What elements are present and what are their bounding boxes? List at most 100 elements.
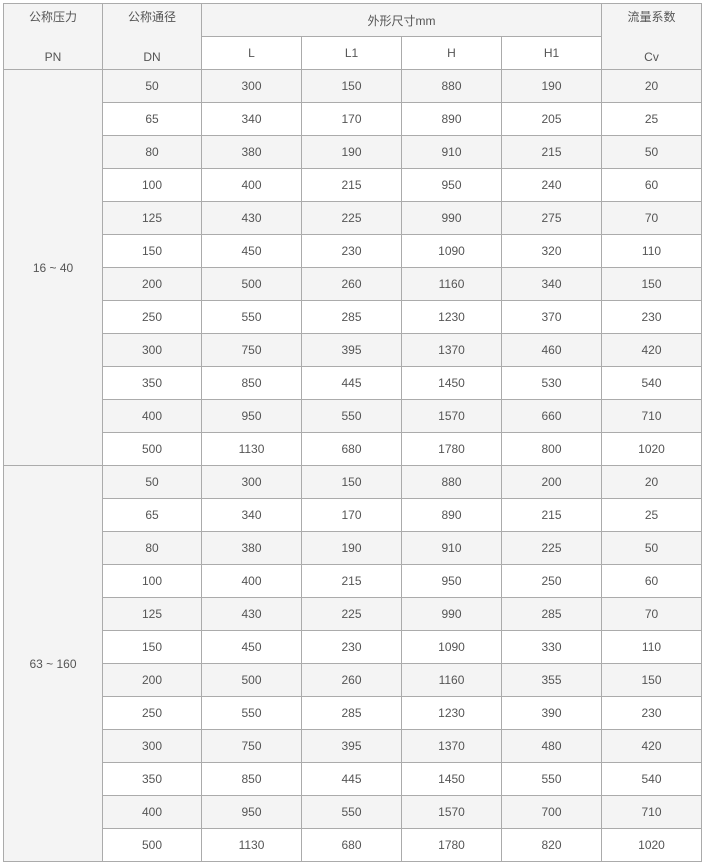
header-col-l: L <box>201 36 302 70</box>
table-cell: 445 <box>301 762 402 796</box>
table-cell: 20 <box>601 465 702 499</box>
table-cell: 200 <box>501 465 602 499</box>
table-cell: 1090 <box>401 234 502 268</box>
header-flow: 流量系数 Cv <box>601 3 702 70</box>
table-row: 65 340 170 890 215 25 <box>4 498 702 532</box>
header-col-h: H <box>401 36 502 70</box>
pressure-group-cell: 63 ~ 160 <box>3 465 103 862</box>
table-row: 100 400 215 950 250 60 <box>4 564 702 598</box>
table-cell: 820 <box>501 828 602 862</box>
header-flow-unit: Cv <box>644 49 659 64</box>
table-cell: 150 <box>102 630 202 664</box>
table-cell: 390 <box>501 696 602 730</box>
table-cell: 215 <box>301 564 402 598</box>
table-cell: 500 <box>201 267 302 301</box>
header-diameter-unit: DN <box>143 49 161 64</box>
table-cell: 100 <box>102 564 202 598</box>
table-cell: 125 <box>102 597 202 631</box>
table-cell: 950 <box>401 168 502 202</box>
table-cell: 1090 <box>401 630 502 664</box>
table-cell: 880 <box>401 465 502 499</box>
table-cell: 540 <box>601 762 702 796</box>
table-cell: 550 <box>201 300 302 334</box>
table-cell: 230 <box>301 630 402 664</box>
table-cell: 190 <box>501 69 602 103</box>
table-cell: 110 <box>601 234 702 268</box>
table-cell: 910 <box>401 135 502 169</box>
table-row: 100 400 215 950 240 60 <box>4 168 702 202</box>
table-row: 300 750 395 1370 480 420 <box>4 729 702 763</box>
table-row: 125 430 225 990 275 70 <box>4 201 702 235</box>
table-row: 150 450 230 1090 330 110 <box>4 630 702 664</box>
table-cell: 300 <box>201 69 302 103</box>
table-cell: 340 <box>201 102 302 136</box>
table-cell: 110 <box>601 630 702 664</box>
header-dimensions: 外形尺寸mm <box>201 3 602 37</box>
table-cell: 400 <box>201 168 302 202</box>
table-cell: 215 <box>501 498 602 532</box>
table-cell: 700 <box>501 795 602 829</box>
table-cell: 395 <box>301 333 402 367</box>
table-cell: 750 <box>201 333 302 367</box>
pressure-group-cell: 16 ~ 40 <box>3 69 103 466</box>
header-pressure-label: 公称压力 <box>28 9 77 24</box>
table-cell: 990 <box>401 201 502 235</box>
table-cell: 800 <box>501 432 602 466</box>
table-cell: 50 <box>102 69 202 103</box>
table-cell: 1130 <box>201 432 302 466</box>
table-cell: 355 <box>501 663 602 697</box>
header-pressure-unit: PN <box>44 49 62 64</box>
table-cell: 1020 <box>601 828 702 862</box>
table-cell: 500 <box>102 432 202 466</box>
table-cell: 275 <box>501 201 602 235</box>
table-cell: 330 <box>501 630 602 664</box>
table-cell: 25 <box>601 102 702 136</box>
header-pressure: 公称压力 PN <box>3 3 103 70</box>
table-cell: 400 <box>102 399 202 433</box>
table-cell: 65 <box>102 498 202 532</box>
table-cell: 500 <box>201 663 302 697</box>
table-cell: 460 <box>501 333 602 367</box>
table-cell: 710 <box>601 399 702 433</box>
table-cell: 150 <box>601 267 702 301</box>
table-cell: 350 <box>102 366 202 400</box>
table-cell: 1230 <box>401 300 502 334</box>
table-cell: 1780 <box>401 828 502 862</box>
table-cell: 660 <box>501 399 602 433</box>
table-cell: 250 <box>501 564 602 598</box>
table-row: 350 850 445 1450 530 540 <box>4 366 702 400</box>
table-cell: 1020 <box>601 432 702 466</box>
table-cell: 300 <box>201 465 302 499</box>
table-cell: 1130 <box>201 828 302 862</box>
table-cell: 260 <box>301 267 402 301</box>
table-cell: 340 <box>501 267 602 301</box>
table-cell: 1160 <box>401 267 502 301</box>
table-cell: 190 <box>301 135 402 169</box>
table-cell: 530 <box>501 366 602 400</box>
table-cell: 420 <box>601 729 702 763</box>
table-cell: 910 <box>401 531 502 565</box>
table-cell: 445 <box>301 366 402 400</box>
table-cell: 450 <box>201 234 302 268</box>
table-cell: 250 <box>102 300 202 334</box>
table-cell: 225 <box>301 201 402 235</box>
table-cell: 1370 <box>401 729 502 763</box>
table-cell: 380 <box>201 531 302 565</box>
header-col-h1: H1 <box>501 36 602 70</box>
table-row: 125 430 225 990 285 70 <box>4 597 702 631</box>
table-row: 250 550 285 1230 370 230 <box>4 300 702 334</box>
table-cell: 60 <box>601 564 702 598</box>
table-cell: 150 <box>301 69 402 103</box>
table-cell: 750 <box>201 729 302 763</box>
table-cell: 370 <box>501 300 602 334</box>
table-cell: 230 <box>601 300 702 334</box>
header-diameter: 公称通径 DN <box>102 3 202 70</box>
table-row: 400 950 550 1570 660 710 <box>4 399 702 433</box>
table-cell: 350 <box>102 762 202 796</box>
table-cell: 200 <box>102 267 202 301</box>
table-cell: 540 <box>601 366 702 400</box>
table-cell: 430 <box>201 597 302 631</box>
table-cell: 230 <box>601 696 702 730</box>
table-row: 400 950 550 1570 700 710 <box>4 795 702 829</box>
table-cell: 205 <box>501 102 602 136</box>
